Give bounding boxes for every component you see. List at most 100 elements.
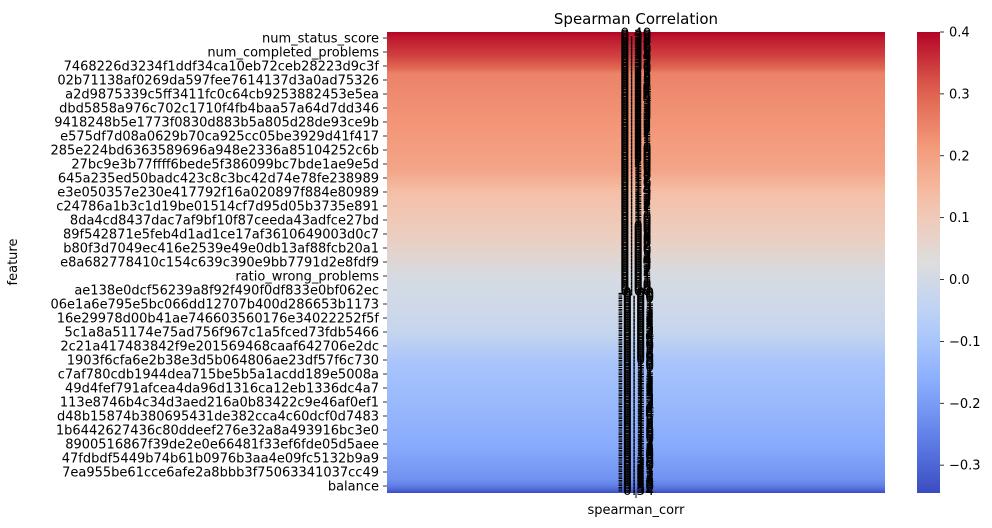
colorbar-tick-label: 0.3 xyxy=(949,87,970,102)
cell-annotation: -0.10 xyxy=(618,354,654,370)
cell-annotation: 0.01 xyxy=(620,266,651,282)
cell-annotation: -0.07 xyxy=(618,340,654,356)
cell-annotation: 0.24 xyxy=(620,91,651,107)
cell-annotation: 0.36 xyxy=(620,40,651,56)
cell-annotation: 0.10 xyxy=(620,213,651,229)
cell-annotation: 0.04 xyxy=(620,250,651,266)
cell-annotation: 0.20 xyxy=(620,144,651,160)
cell-annotation: -0.15 xyxy=(618,418,654,434)
cell-annotation: -0.17 xyxy=(618,434,654,450)
cell-annotation: -0.06 xyxy=(618,338,654,354)
cell-annotation: 0.33 xyxy=(620,51,651,67)
cell-annotation: 0.12 xyxy=(620,195,651,211)
y-tick-label: ae138e0dcf56239a8f92f490f0df833e0bf062ec xyxy=(74,284,379,299)
cell-annotation: -0.09 xyxy=(618,351,654,367)
cell-annotation: 0.05 xyxy=(620,245,651,261)
cell-annotation: -0.11 xyxy=(618,367,654,383)
cell-annotation: 0.21 xyxy=(620,127,651,143)
cell-annotation: -0.03 xyxy=(618,324,654,340)
cell-annotation: 0.00 xyxy=(620,284,651,300)
cell-annotation: 0.21 xyxy=(620,139,651,155)
cell-annotation: 0.17 xyxy=(620,171,651,187)
colorbar-ticks: 0.4 0.3 0.2 0.1 0.0 −0.1 −0.2 −0.3 xyxy=(940,26,981,474)
y-tick-label: e8a682778410c154c639c390e9bb7791d2e8fdf9 xyxy=(60,256,379,271)
cell-annotation: 0.35 xyxy=(620,44,651,60)
cell-annotation: 0.11 xyxy=(620,204,651,220)
cell-annotation: -0.34 xyxy=(618,483,654,499)
cell-annotation: -0.11 xyxy=(618,363,654,379)
cell-annotation: -0.32 xyxy=(618,481,654,497)
cell-annotation: 0.23 xyxy=(620,100,651,116)
cell-annotation: 0.23 xyxy=(620,93,651,109)
colorbar-tick-label: −0.2 xyxy=(949,397,981,412)
cell-annotation: 0.24 xyxy=(620,90,651,106)
cell-annotation: -0.15 xyxy=(618,414,654,430)
y-tick-label: 7468226d3234f1ddf34ca10eb72ceb28223d9c3f xyxy=(64,60,380,75)
y-tick-label: ratio_wrong_problems xyxy=(235,270,379,285)
cell-annotation: -0.15 xyxy=(618,412,654,428)
cell-annotation: -0.02 xyxy=(618,317,654,333)
cell-annotation: 0.07 xyxy=(620,238,651,254)
cell-annotation: 0.17 xyxy=(620,172,651,188)
cell-annotation: -0.11 xyxy=(618,370,654,386)
y-tick-label: 2c21a417483842f9e201569468caaf642706e2dc xyxy=(60,340,379,355)
y-tick-label: b80f3d7049ec416e2539e49e0db13af88fcb20a1 xyxy=(63,242,379,257)
cell-annotation: 0.40 xyxy=(620,26,651,42)
cell-annotation: -0.16 xyxy=(618,423,654,439)
cell-annotation: -0.15 xyxy=(618,416,654,432)
cell-annotation: 0.17 xyxy=(620,169,651,185)
cell-annotation: -0.22 xyxy=(618,467,654,483)
cell-annotation: 0.13 xyxy=(620,190,651,206)
cell-annotation: -0.01 xyxy=(618,299,654,315)
y-tick-label: c7af780cdb1944dea715be5b5a1acdd189e5008a xyxy=(58,368,379,383)
cell-annotation: 0.21 xyxy=(620,137,651,153)
cell-annotation: 0.23 xyxy=(620,98,651,114)
cell-annotation: 0.25 xyxy=(620,72,651,88)
cell-annotation: 0.20 xyxy=(620,150,651,166)
cell-annotation: 0.01 xyxy=(620,273,651,289)
cell-annotation: -0.03 xyxy=(618,321,654,337)
cell-annotation: 0.21 xyxy=(620,135,651,151)
cell-annotation: 0.13 xyxy=(620,187,651,203)
y-tick-label: balance xyxy=(328,480,379,495)
cell-annotation: 0.22 xyxy=(620,112,651,128)
cell-annotation: 0.02 xyxy=(620,264,651,280)
y-tick-label: 1b6442627436c80ddeef276e32a8a493916bc3e0 xyxy=(56,424,379,439)
cell-annotation: 0.20 xyxy=(620,153,651,169)
cell-annotation: 0.16 xyxy=(620,176,651,192)
cell-annotation: 0.22 xyxy=(620,118,651,134)
cell-annotation: -0.22 xyxy=(618,469,654,485)
cell-annotation: -0.21 xyxy=(618,464,654,480)
cell-annotation: -0.19 xyxy=(618,453,654,469)
cell-annotation: 0.25 xyxy=(620,75,651,91)
cell-annotation: -0.12 xyxy=(618,384,654,400)
cell-annotation: 0.23 xyxy=(620,97,651,113)
colorbar-tick-label: 0.4 xyxy=(949,26,970,41)
cell-annotation: -0.09 xyxy=(618,349,654,365)
cell-annotation: 0.22 xyxy=(620,120,651,136)
cell-annotation: 0.19 xyxy=(620,162,651,178)
cell-annotation: 0.24 xyxy=(620,84,651,100)
cell-annotation: -0.05 xyxy=(618,331,654,347)
cell-annotation: -0.09 xyxy=(618,352,654,368)
cell-annotation: 0.11 xyxy=(620,206,651,222)
y-tick-label: 7ea955be61cce6afe2a8bbb3f75063341037cc49 xyxy=(62,466,379,481)
cell-annotation: 0.20 xyxy=(620,142,651,158)
cell-annotation: 0.08 xyxy=(620,227,651,243)
cell-annotation: 0.01 xyxy=(620,275,651,291)
y-tick-label: 285e224bd6363589696a948e2336a85104252c6b xyxy=(50,144,379,159)
cell-annotation: -0.18 xyxy=(618,441,654,457)
cell-annotation: 0.05 xyxy=(620,247,651,263)
colorbar-tick-label: 0.2 xyxy=(949,149,970,164)
cell-annotation: 0.31 xyxy=(620,56,651,72)
cell-annotation: 0.24 xyxy=(620,79,651,95)
cell-annotation: -0.18 xyxy=(618,442,654,458)
cell-annotation: 0.13 xyxy=(620,188,651,204)
cell-annotation: 0.20 xyxy=(620,151,651,167)
cell-annotation: 0.15 xyxy=(620,180,651,196)
cell-annotation: -0.08 xyxy=(618,345,654,361)
y-tick-label: 47fdbdf5449b74b61b0976b3aa4e09fc5132b9a9 xyxy=(62,452,379,467)
cell-annotation: 0.24 xyxy=(620,77,651,93)
cell-annotation: 0.20 xyxy=(620,141,651,157)
